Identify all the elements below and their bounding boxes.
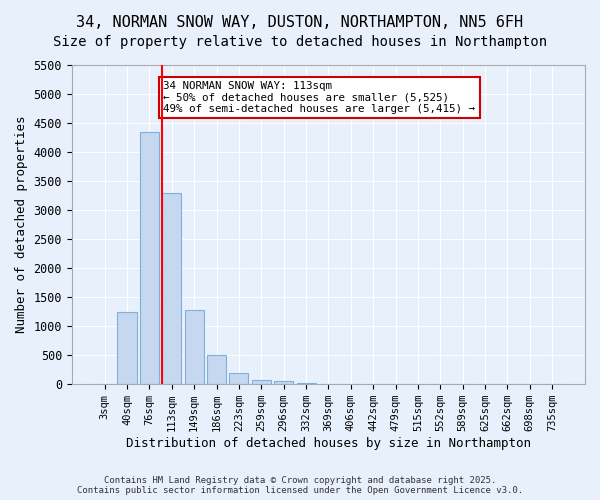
Bar — [296, 383, 316, 384]
Text: 34 NORMAN SNOW WAY: 113sqm
← 50% of detached houses are smaller (5,525)
49% of s: 34 NORMAN SNOW WAY: 113sqm ← 50% of deta… — [163, 81, 475, 114]
Text: 34, NORMAN SNOW WAY, DUSTON, NORTHAMPTON, NN5 6FH: 34, NORMAN SNOW WAY, DUSTON, NORTHAMPTON… — [76, 15, 524, 30]
Bar — [252, 380, 271, 384]
Text: Size of property relative to detached houses in Northampton: Size of property relative to detached ho… — [53, 35, 547, 49]
Bar — [207, 355, 226, 384]
Y-axis label: Number of detached properties: Number of detached properties — [15, 116, 28, 334]
Bar — [229, 372, 248, 384]
Bar — [185, 310, 203, 384]
Bar — [274, 380, 293, 384]
Bar — [140, 132, 159, 384]
Bar — [118, 312, 137, 384]
Text: Contains HM Land Registry data © Crown copyright and database right 2025.
Contai: Contains HM Land Registry data © Crown c… — [77, 476, 523, 495]
X-axis label: Distribution of detached houses by size in Northampton: Distribution of detached houses by size … — [126, 437, 531, 450]
Bar — [162, 192, 181, 384]
